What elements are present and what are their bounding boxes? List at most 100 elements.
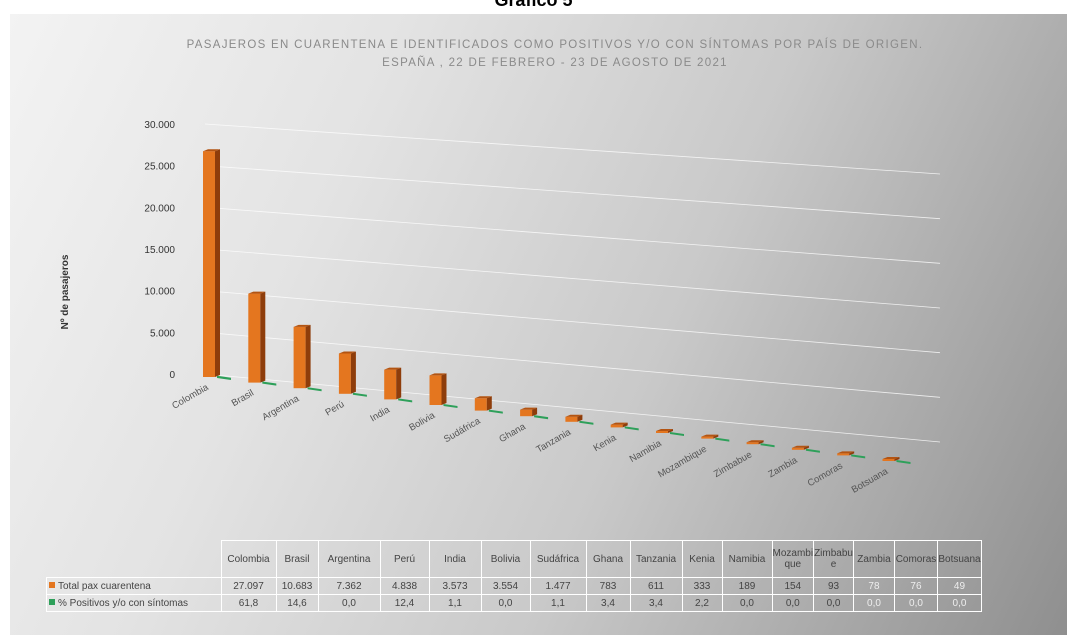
legend-swatch-green [49,598,55,605]
table-cell: 611 [629,577,683,595]
x-tick-label: Comoras [806,460,845,489]
x-tick-label: Argentina [260,393,301,423]
bars [203,149,911,464]
bar-positivos [398,398,413,403]
bar-top [656,429,673,431]
legend-label: Total pax cuarentena [58,580,151,592]
table-header-cell: Colombia [220,540,277,578]
bar-front [701,436,714,439]
gridlines [204,123,941,443]
bar-positivos [262,381,277,386]
table-header-cell: Kenia [681,540,723,578]
table-cell: 1,1 [529,594,587,612]
x-tick-label: Sudáfrica [442,415,483,445]
bar-side [622,422,628,428]
y-axis-label: Nº de pasajeros [60,254,71,329]
bar-top [474,396,492,399]
table-header-cell: Argentina [317,540,381,578]
bar-side [260,291,266,383]
bar-top [384,367,402,370]
legend-total-pax: Total pax cuarentena [46,577,222,595]
table-header-cell: Namibia [721,540,773,578]
bar-top [429,373,447,376]
table-cell: 1.477 [529,577,587,595]
table-header-row: Colombia Brasil Argentina Perú India Bolivia S… [47,540,982,578]
bar-side [532,407,538,417]
bar-total-pax [837,451,855,456]
bar-front [338,353,351,394]
gridline [204,123,941,175]
bar-side [215,149,220,377]
bar-positivos [579,420,594,425]
bar-total-pax [746,440,764,445]
bar-positivos [534,415,549,420]
bar-side [803,445,809,450]
table-cell: 333 [681,577,723,595]
y-tick-label: 30.000 [144,120,175,131]
bar-front [520,409,533,417]
bar-side [486,396,492,411]
y-axis-ticks: 30.000 25.000 20.000 15.000 10.000 5.000 0 [144,120,175,381]
table-cell: 3,4 [629,594,683,612]
bar-top [565,414,583,417]
table-cell: 7.362 [317,577,381,595]
table-header-cell: Tanzania [629,540,683,578]
table-header-cell: Sudáfrica [529,540,587,578]
bar-total-pax [701,434,719,439]
bar-total-pax [293,324,311,389]
bar-top [293,324,311,327]
table-cell: 14,6 [275,594,319,612]
table-header-cell: Bolivia [480,540,531,578]
table-cell: 1,1 [428,594,482,612]
bar-positivos [217,375,231,380]
bar-side [849,451,855,456]
x-tick-label: Botsuana [850,466,891,496]
x-tick-label: Zambia [766,455,800,481]
bar-front [429,375,442,405]
bar-side [577,414,583,422]
y-tick-label: 15.000 [144,245,175,256]
bar-side [396,367,402,400]
bar-positivos [307,387,322,392]
y-tick-label: 20.000 [144,203,175,214]
gridline [204,290,941,354]
bar-front [248,293,261,383]
bar-top [837,451,855,454]
bar-total-pax [384,367,402,400]
bar-positivos [488,409,503,414]
bar-top [791,445,809,448]
table-cell: 189 [721,577,773,595]
x-tick-label: Kenia [592,432,619,454]
table-corner [47,541,222,578]
bar-total-pax [429,373,447,405]
table-row-positivos: % Positivos y/o con síntomas 61,8 14,6 0,0… [46,594,982,612]
bar-side [758,440,764,445]
page-title: Gráfico 5 [494,0,573,10]
table-cell: 0,0 [936,594,982,612]
table-cell: 3.554 [480,577,531,595]
gridline [204,331,941,398]
table-header-cell: Botsuana [936,540,982,578]
bar-positivos [805,448,820,453]
bar-top [338,351,356,354]
bar-front [384,369,397,400]
table-cell: 0,0 [771,594,815,612]
bar-total-pax [338,351,356,394]
bar-positivos [896,460,911,464]
table-header-cell: Brasil [275,540,319,578]
bar-positivos [760,443,775,448]
bar-front [837,453,850,456]
bar-top [203,149,220,152]
bar-front [746,442,759,445]
bar-front [791,447,804,450]
table-cell: 93 [813,577,854,595]
table-cell: 27.097 [220,577,277,595]
bar-positivos [624,426,639,431]
bar-top [746,440,764,443]
table-cell: 154 [771,577,815,595]
bar-side [668,429,673,433]
bar-total-pax [565,414,583,422]
bar-top [701,434,719,437]
bar-positivos [715,437,730,442]
table-header-cell: India [428,540,482,578]
